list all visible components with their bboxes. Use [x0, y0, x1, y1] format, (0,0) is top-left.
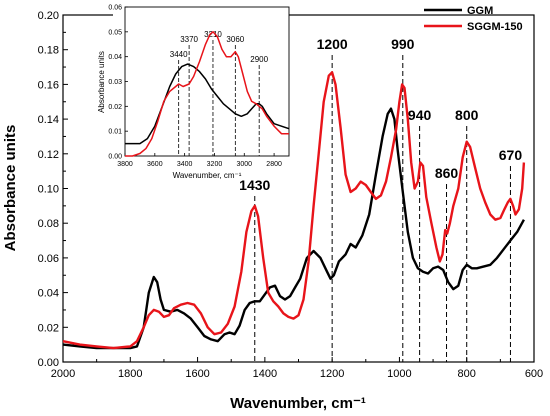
- y-tick-label: 0.04: [38, 288, 59, 300]
- y-tick-label: 0.02: [38, 322, 59, 334]
- y-tick-label: 0.18: [38, 45, 59, 57]
- x-axis-title: Wavenumber, cm⁻¹: [230, 395, 366, 412]
- inset-chart: 3800 3600 3400 3200 3000 2800 0.00 0.01 0.02 0.03…: [97, 5, 290, 180]
- inset-x-tick-label: 3200: [207, 161, 223, 168]
- y-tick-label: 0.16: [38, 79, 59, 91]
- peak-label: 670: [499, 147, 523, 163]
- legend-label-ggm: GGM: [467, 5, 493, 17]
- x-tick-label: 1000: [387, 368, 411, 380]
- inset-x-tick-label: 3000: [236, 161, 252, 168]
- peak-label: 990: [391, 36, 415, 52]
- y-tick-label: 0.08: [38, 218, 59, 230]
- inset-y-tick-label: 0.04: [108, 54, 122, 61]
- inset-x-tick-label: 3400: [177, 161, 193, 168]
- legend: GGM SGGM-150: [424, 5, 523, 33]
- inset-background: [113, 7, 289, 156]
- y-axis-title: Absorbance units: [2, 125, 19, 252]
- series-line-ggm: [62, 107, 525, 350]
- inset-y-tick-label: 0.01: [108, 129, 122, 136]
- y-tick-label: 0.00: [38, 357, 59, 369]
- inset-peak-label: 2900: [250, 55, 268, 64]
- x-tick-label: 2000: [51, 368, 75, 380]
- inset-x-tick-label: 2800: [266, 161, 282, 168]
- main-series-lines: [62, 71, 526, 350]
- inset-axis-ticks: 3800 3600 3400 3200 3000 2800 0.00 0.01 0.02 0.03…: [108, 5, 282, 169]
- y-tick-label: 0.12: [38, 149, 59, 161]
- y-tick-label: 0.20: [38, 10, 59, 22]
- series-line-sggm-150: [62, 71, 526, 350]
- peak-label: 1200: [317, 36, 348, 52]
- inset-y-tick-label: 0.05: [108, 29, 122, 36]
- legend-label-sggm-150: SGGM-150: [467, 21, 523, 33]
- inset-y-axis-title: Absorbance units: [97, 51, 106, 113]
- peak-label: 800: [455, 107, 479, 123]
- inset-series-line-sggm-150: [125, 31, 289, 157]
- inset-peak-markers: 3440 3370 3210 3060 2900: [170, 30, 269, 156]
- inset-peak-label: 3060: [226, 35, 244, 44]
- inset-y-tick-label: 0.02: [108, 104, 122, 111]
- x-tick-label: 1800: [118, 368, 142, 380]
- y-tick-label: 0.14: [38, 114, 59, 126]
- main-axis-ticks: 2000 1800 1600 1400 1200 1000 800 600 0.00 0.02 0.…: [38, 10, 544, 380]
- inset-y-tick-label: 0.00: [108, 154, 122, 161]
- peak-label: 1430: [239, 177, 270, 193]
- inset-series-lines: [125, 31, 290, 157]
- x-tick-label: 1200: [320, 368, 344, 380]
- inset-y-tick-label: 0.06: [108, 5, 122, 12]
- main-peak-markers: 1430 1200 990 940 860 800 670: [239, 36, 522, 362]
- x-tick-label: 1400: [253, 368, 277, 380]
- inset-x-axis-title: Wavenumber, cm⁻¹: [173, 171, 242, 180]
- inset-y-tick-label: 0.03: [108, 79, 122, 86]
- peak-label: 860: [435, 165, 459, 181]
- x-tick-label: 600: [525, 368, 543, 380]
- y-tick-label: 0.06: [38, 253, 59, 265]
- inset-x-tick-label: 3600: [147, 161, 163, 168]
- x-tick-label: 1600: [185, 368, 209, 380]
- inset-x-tick-label: 3800: [117, 161, 133, 168]
- peak-label: 940: [408, 107, 432, 123]
- inset-peak-label: 3440: [170, 50, 188, 59]
- inset-peak-label: 3210: [204, 30, 222, 39]
- inset-peak-label: 3370: [180, 35, 198, 44]
- y-tick-label: 0.10: [38, 184, 59, 196]
- x-tick-label: 800: [458, 368, 476, 380]
